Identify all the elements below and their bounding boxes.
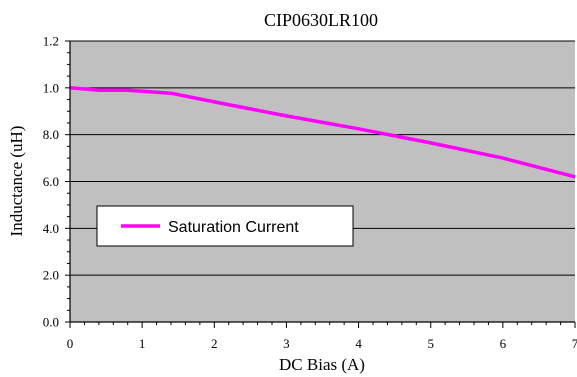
y-axis-title: Inductance (uH) xyxy=(7,126,26,237)
y-tick-label: 6.0 xyxy=(43,174,59,189)
y-tick-label: 1.0 xyxy=(43,80,59,95)
x-tick-label: 6 xyxy=(500,336,507,351)
y-tick-label: 0.0 xyxy=(43,315,59,330)
x-tick-label: 5 xyxy=(427,336,434,351)
x-tick-label: 0 xyxy=(67,336,74,351)
y-tick-label: 8.0 xyxy=(43,127,59,142)
x-tick-label: 4 xyxy=(355,336,362,351)
x-tick-label: 3 xyxy=(283,336,290,351)
y-tick-label: 1.2 xyxy=(43,34,59,49)
y-tick-label: 2.0 xyxy=(43,268,59,283)
x-tick-label: 1 xyxy=(139,336,146,351)
axis-ticks: 0.0 2.0 4.0 6.0 8.0 1.0 1.2 0 1 2 3 4 5 6 7 xyxy=(43,34,577,352)
series-lines xyxy=(69,86,576,179)
legend-label-saturation-current: Saturation Current xyxy=(168,219,299,236)
x-axis-title: DC Bias (A) xyxy=(279,355,365,374)
y-tick-label: 4.0 xyxy=(43,221,59,236)
chart-title: CIP0630LR100 xyxy=(264,10,378,30)
series-line-0 xyxy=(69,86,576,179)
x-tick-label: 2 xyxy=(211,336,218,351)
legend: Saturation Current xyxy=(96,205,354,247)
x-tick-label: 7 xyxy=(572,336,577,351)
